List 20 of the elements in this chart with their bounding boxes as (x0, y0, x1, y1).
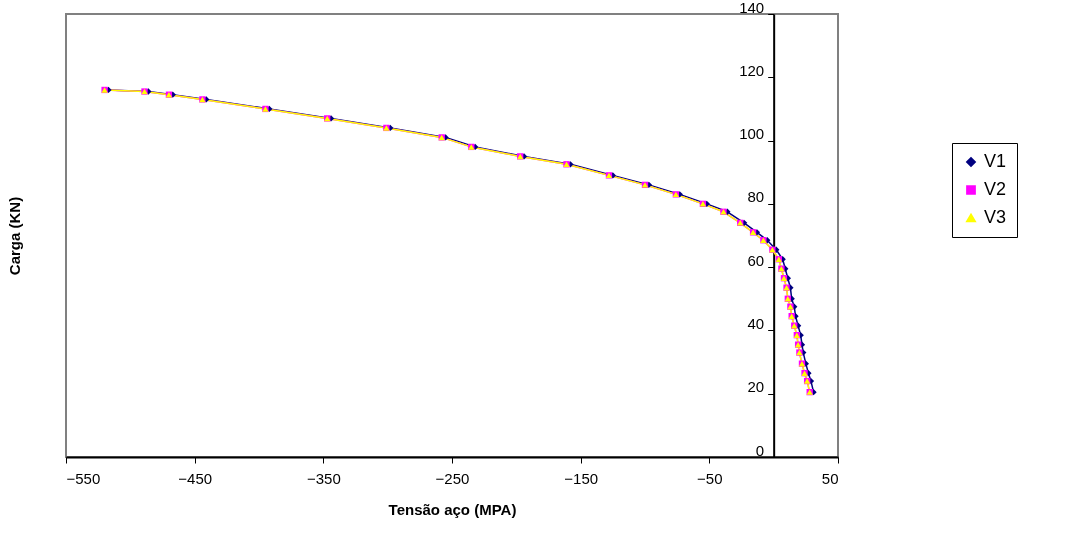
y-tick-label: 80 (747, 188, 765, 206)
legend-label: V2 (984, 179, 1007, 199)
x-tick-label: −250 (435, 469, 470, 487)
x-tick-label: 50 (821, 469, 839, 487)
y-tick-label: 0 (755, 441, 765, 459)
y-tick-label: 60 (747, 251, 765, 269)
x-tick-label: −550 (66, 469, 101, 487)
x-axis-title: Tensão aço (MPA) (388, 500, 517, 518)
x-tick-label: −350 (306, 469, 341, 487)
x-tick-label: −150 (564, 469, 599, 487)
y-tick-label: 140 (739, 0, 765, 16)
y-tick-label: 100 (739, 125, 765, 143)
y-tick-label: 120 (739, 61, 765, 79)
legend-label: V1 (984, 151, 1007, 171)
legend-label: V3 (984, 207, 1007, 227)
y-tick-label: 20 (747, 378, 765, 396)
x-tick-label: −450 (178, 469, 213, 487)
y-axis-title: Carga (KN) (5, 196, 23, 276)
x-tick-label: −50 (697, 469, 723, 487)
y-tick-label: 40 (747, 314, 765, 332)
